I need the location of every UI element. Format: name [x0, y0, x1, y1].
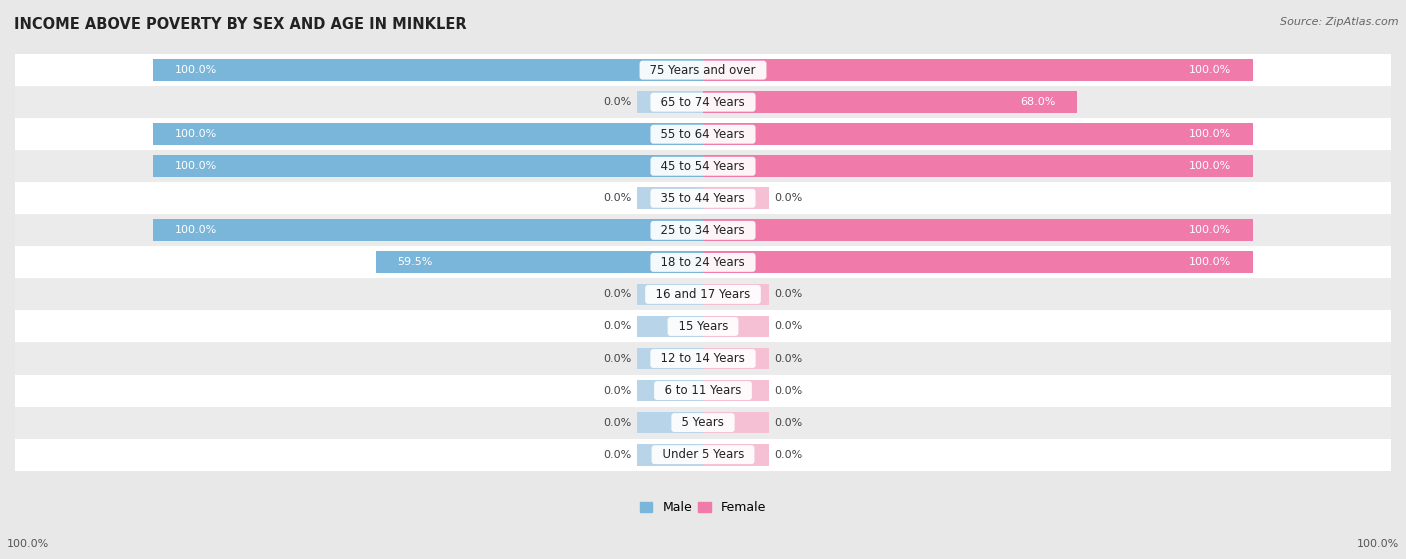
- Text: 0.0%: 0.0%: [603, 193, 631, 203]
- Text: 0.0%: 0.0%: [775, 449, 803, 459]
- Bar: [703, 380, 769, 401]
- Bar: [15, 150, 1391, 182]
- Bar: [703, 252, 1253, 273]
- Bar: [703, 444, 769, 466]
- Text: 100.0%: 100.0%: [1189, 129, 1232, 139]
- Bar: [153, 220, 703, 241]
- Bar: [703, 124, 1253, 145]
- Text: 35 to 44 Years: 35 to 44 Years: [654, 192, 752, 205]
- Text: 5 Years: 5 Years: [675, 416, 731, 429]
- Text: 0.0%: 0.0%: [603, 449, 631, 459]
- Text: 100.0%: 100.0%: [7, 539, 49, 549]
- Bar: [703, 220, 1253, 241]
- Bar: [703, 348, 769, 369]
- Bar: [703, 91, 1077, 113]
- Bar: [637, 91, 703, 113]
- Bar: [15, 182, 1391, 214]
- Text: 0.0%: 0.0%: [775, 353, 803, 363]
- Bar: [15, 247, 1391, 278]
- Bar: [703, 411, 769, 433]
- Bar: [703, 283, 769, 305]
- Bar: [15, 86, 1391, 118]
- Text: 0.0%: 0.0%: [775, 418, 803, 428]
- Text: 100.0%: 100.0%: [174, 225, 217, 235]
- Bar: [637, 348, 703, 369]
- Text: Source: ZipAtlas.com: Source: ZipAtlas.com: [1281, 17, 1399, 27]
- Text: 0.0%: 0.0%: [603, 97, 631, 107]
- Text: 0.0%: 0.0%: [603, 353, 631, 363]
- Bar: [15, 439, 1391, 471]
- Text: 100.0%: 100.0%: [1357, 539, 1399, 549]
- Bar: [637, 411, 703, 433]
- Bar: [15, 343, 1391, 375]
- Bar: [637, 283, 703, 305]
- Bar: [15, 406, 1391, 439]
- Legend: Male, Female: Male, Female: [640, 501, 766, 514]
- Text: 100.0%: 100.0%: [1189, 161, 1232, 171]
- Text: 0.0%: 0.0%: [603, 321, 631, 331]
- Bar: [153, 155, 703, 177]
- Text: 0.0%: 0.0%: [775, 321, 803, 331]
- Text: 12 to 14 Years: 12 to 14 Years: [654, 352, 752, 365]
- Text: 0.0%: 0.0%: [775, 290, 803, 300]
- Bar: [15, 310, 1391, 343]
- Text: 59.5%: 59.5%: [398, 257, 433, 267]
- Text: 25 to 34 Years: 25 to 34 Years: [654, 224, 752, 237]
- Bar: [637, 444, 703, 466]
- Text: 0.0%: 0.0%: [775, 386, 803, 396]
- Text: 45 to 54 Years: 45 to 54 Years: [654, 160, 752, 173]
- Text: 16 and 17 Years: 16 and 17 Years: [648, 288, 758, 301]
- Text: 0.0%: 0.0%: [603, 290, 631, 300]
- Bar: [15, 54, 1391, 86]
- Text: 100.0%: 100.0%: [1189, 225, 1232, 235]
- Text: 15 Years: 15 Years: [671, 320, 735, 333]
- Text: 100.0%: 100.0%: [1189, 65, 1232, 75]
- Bar: [637, 380, 703, 401]
- Bar: [375, 252, 703, 273]
- Text: INCOME ABOVE POVERTY BY SEX AND AGE IN MINKLER: INCOME ABOVE POVERTY BY SEX AND AGE IN M…: [14, 17, 467, 32]
- Text: 55 to 64 Years: 55 to 64 Years: [654, 127, 752, 141]
- Text: 0.0%: 0.0%: [603, 418, 631, 428]
- Text: 0.0%: 0.0%: [603, 386, 631, 396]
- Text: Under 5 Years: Under 5 Years: [655, 448, 751, 461]
- Bar: [153, 124, 703, 145]
- Text: 75 Years and over: 75 Years and over: [643, 64, 763, 77]
- Text: 0.0%: 0.0%: [775, 193, 803, 203]
- Text: 100.0%: 100.0%: [174, 129, 217, 139]
- Bar: [703, 155, 1253, 177]
- Bar: [703, 187, 769, 209]
- Bar: [637, 187, 703, 209]
- Bar: [703, 59, 1253, 81]
- Bar: [15, 118, 1391, 150]
- Bar: [153, 59, 703, 81]
- Bar: [15, 375, 1391, 406]
- Text: 100.0%: 100.0%: [174, 65, 217, 75]
- Bar: [15, 214, 1391, 247]
- Text: 100.0%: 100.0%: [1189, 257, 1232, 267]
- Bar: [703, 316, 769, 338]
- Bar: [15, 278, 1391, 310]
- Text: 68.0%: 68.0%: [1019, 97, 1056, 107]
- Text: 65 to 74 Years: 65 to 74 Years: [654, 96, 752, 108]
- Text: 100.0%: 100.0%: [174, 161, 217, 171]
- Text: 18 to 24 Years: 18 to 24 Years: [654, 256, 752, 269]
- Bar: [637, 316, 703, 338]
- Text: 6 to 11 Years: 6 to 11 Years: [657, 384, 749, 397]
